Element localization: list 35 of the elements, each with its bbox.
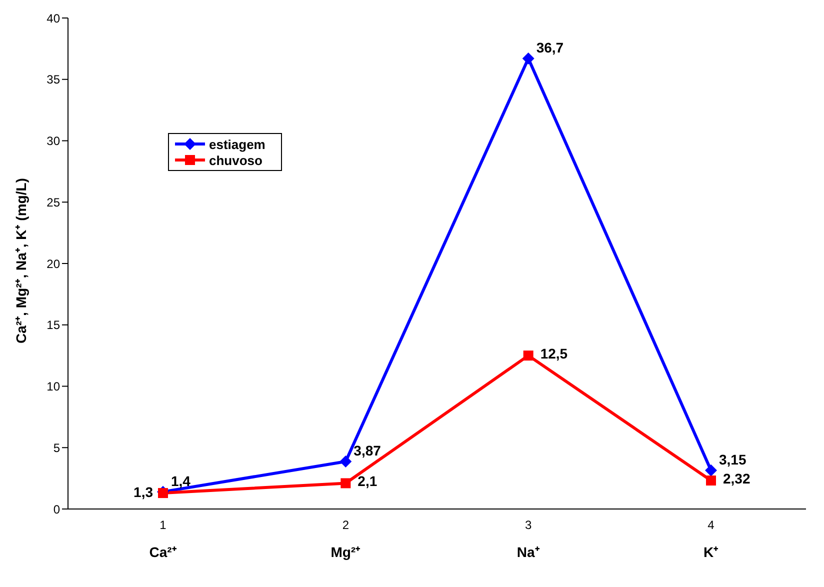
x-tick-label: 4 — [708, 518, 715, 532]
text: Na⁺ — [516, 544, 540, 560]
point — [706, 476, 716, 486]
data-label: 3,15 — [719, 451, 746, 468]
x-tick-label: 2 — [342, 518, 350, 532]
legend-label: estiagem — [209, 136, 266, 152]
y-tick-label: 20 — [46, 256, 60, 271]
y-tick-label: 10 — [46, 380, 60, 394]
point — [523, 350, 534, 361]
y-tick-label: 35 — [46, 72, 60, 87]
point — [522, 52, 534, 65]
y-tick-label: 0 — [53, 502, 60, 516]
point — [705, 464, 717, 476]
data-label: 3,87 — [354, 442, 382, 458]
data-label: 12,5 — [540, 346, 568, 362]
x-tick-label: 1 — [160, 518, 167, 532]
data-label: 2,1 — [358, 473, 378, 490]
text: K⁺ — [703, 544, 719, 560]
point — [340, 478, 351, 488]
y-tick-label: 5 — [53, 440, 60, 455]
x-tick-label: 3 — [524, 518, 532, 532]
y-tick-label: 40 — [46, 11, 60, 26]
y-tick-label: 15 — [46, 318, 60, 332]
y-tick-label: 25 — [46, 195, 60, 210]
y-axis-title: Ca²⁺, Mg²⁺, Na⁺, K⁺ (mg/L) — [12, 178, 29, 344]
data-label: 1,3 — [134, 484, 154, 500]
text: Ca²⁺ — [149, 544, 177, 560]
data-label: 2,32 — [723, 470, 750, 487]
text: Mg²⁺ — [330, 544, 361, 560]
point — [158, 488, 168, 498]
point — [340, 455, 352, 468]
data-label: 36,7 — [536, 40, 564, 56]
y-tick-label: 30 — [46, 134, 60, 148]
data-label: 1,4 — [171, 472, 191, 489]
legend-label: chuvoso — [209, 152, 262, 168]
